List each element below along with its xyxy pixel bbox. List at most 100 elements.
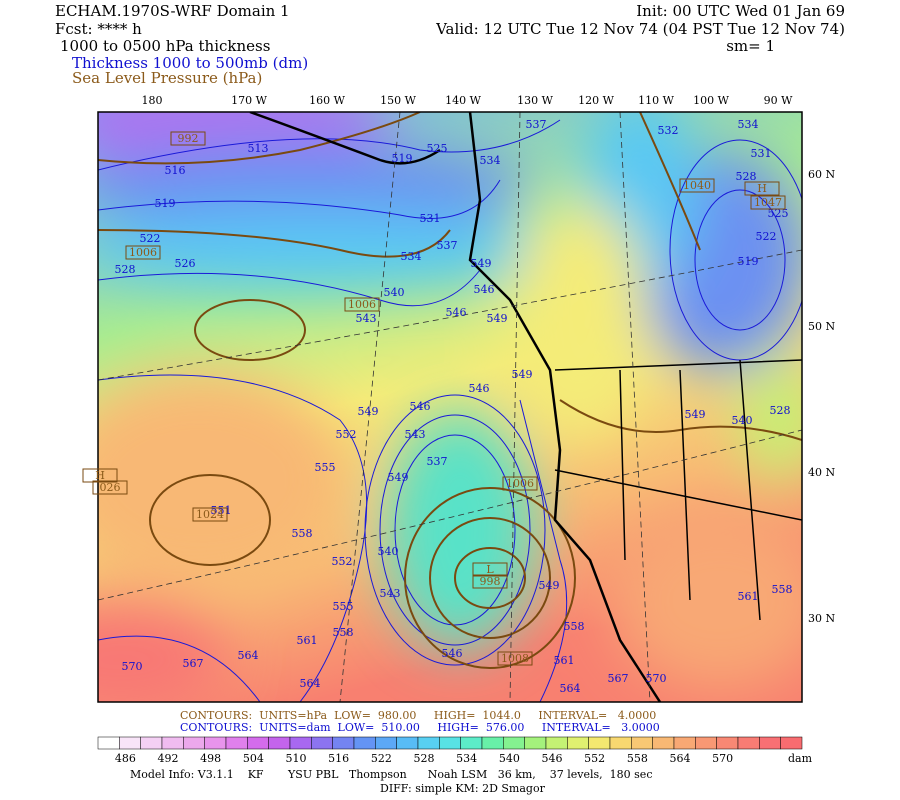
colorbar-box <box>225 736 248 750</box>
colorbar-box <box>247 736 269 750</box>
thickness-label: 561 <box>738 590 759 603</box>
colorbar-label: 522 <box>371 752 392 765</box>
pressure-box <box>472 562 508 577</box>
thickness-label: 540 <box>384 286 405 299</box>
thickness-label: 528 <box>115 263 136 276</box>
colorbar-label: 504 <box>243 752 264 765</box>
pressure-box <box>82 468 118 483</box>
colorbar-box <box>759 736 781 750</box>
legend-pressure: Sea Level Pressure (hPa) <box>72 69 262 87</box>
thickness-label: 552 <box>332 555 353 568</box>
pressure-label: 992 <box>178 132 199 145</box>
pressure-label: 026 <box>100 481 121 494</box>
pressure-box <box>497 651 533 666</box>
thickness-label: 528 <box>770 404 791 417</box>
thickness-label: 549 <box>539 579 560 592</box>
colorbar-box <box>396 736 419 750</box>
colorbar-box <box>439 736 461 750</box>
thickness-label: 540 <box>378 545 399 558</box>
lon-label: 150 W <box>380 94 416 107</box>
lat-label: 40 N <box>808 466 835 479</box>
colorbar-box <box>417 736 440 750</box>
pressure-box <box>744 181 780 196</box>
thickness-label: 543 <box>405 428 426 441</box>
thickness-label: 558 <box>292 527 313 540</box>
thickness-label: 551 <box>211 504 232 517</box>
colorbar-box <box>503 736 525 750</box>
pressure-label: 998 <box>480 575 501 588</box>
thickness-label: 549 <box>512 368 533 381</box>
thickness-label: 549 <box>471 257 492 270</box>
thickness-label: 546 <box>442 647 463 660</box>
lon-label: 140 W <box>445 94 481 107</box>
valid-time: Valid: 12 UTC Tue 12 Nov 74 (04 PST Tue … <box>435 20 845 38</box>
map-area <box>98 112 802 702</box>
thickness-label: 540 <box>732 414 753 427</box>
thickness-label: 567 <box>608 672 629 685</box>
pressure-box <box>92 480 128 495</box>
colorbar-label: 492 <box>158 752 179 765</box>
colorbar-box <box>332 736 355 750</box>
colorbar-box <box>375 736 397 750</box>
thickness-label: 549 <box>388 471 409 484</box>
colorbar-box <box>289 736 312 750</box>
colorbar-box <box>716 736 739 750</box>
colorbar-box <box>780 736 803 750</box>
lat-label: 60 N <box>808 168 835 181</box>
colorbar-box <box>268 736 291 750</box>
thickness-label: 546 <box>474 283 495 296</box>
colorbar-box <box>567 736 589 750</box>
colorbar-box <box>97 736 120 750</box>
lon-label: 180 <box>142 94 163 107</box>
contours-pressure: CONTOURS: UNITS=hPa LOW= 980.00 HIGH= 10… <box>180 709 656 722</box>
pressure-label: 1006 <box>506 477 534 490</box>
lat-label: 50 N <box>808 320 835 333</box>
pressure-box <box>192 507 228 522</box>
thickness-label: 558 <box>564 620 585 633</box>
thickness-label: 525 <box>768 207 789 220</box>
pressure-box <box>502 476 538 491</box>
thickness-label: 546 <box>469 382 490 395</box>
pressure-label: H <box>757 182 767 195</box>
thickness-label: 526 <box>175 257 196 270</box>
pressure-box <box>679 178 715 193</box>
thickness-label: 570 <box>646 672 667 685</box>
colorbar-box <box>119 736 141 750</box>
lon-label: 90 W <box>764 94 793 107</box>
thickness-label: 558 <box>772 583 793 596</box>
colorbar-label: 552 <box>584 752 605 765</box>
model-info: Model Info: V3.1.1 KF YSU PBL Thompson N… <box>130 768 652 781</box>
colorbar-box <box>737 736 760 750</box>
colorbar-box <box>161 736 184 750</box>
lon-label: 110 W <box>638 94 674 107</box>
legend-thickness: Thickness 1000 to 500mb (dm) <box>72 54 308 72</box>
colorbar-box <box>524 736 547 750</box>
thickness-label: 549 <box>685 408 706 421</box>
thickness-label: 522 <box>140 232 161 245</box>
thickness-label: 546 <box>410 400 431 413</box>
pressure-box <box>170 131 206 146</box>
pressure-label: 1047 <box>754 196 782 209</box>
init-time: Init: 00 UTC Wed 01 Jan 69 <box>636 2 845 20</box>
thickness-label: 564 <box>300 677 321 690</box>
colorbar-label: 546 <box>542 752 563 765</box>
colorbar-label: 570 <box>712 752 733 765</box>
lon-label: 120 W <box>578 94 614 107</box>
thickness-label: 516 <box>165 164 186 177</box>
thickness-label: 543 <box>356 312 377 325</box>
thickness-label: 534 <box>738 118 759 131</box>
colorbar-label: 510 <box>286 752 307 765</box>
colorbar-label: 534 <box>456 752 477 765</box>
thickness-label: 528 <box>736 170 757 183</box>
colorbar-box <box>609 736 632 750</box>
lon-label: 170 W <box>231 94 267 107</box>
thickness-label: 549 <box>487 312 508 325</box>
thickness-label: 555 <box>333 600 354 613</box>
thickness-label: 570 <box>122 660 143 673</box>
thickness-label: 532 <box>658 124 679 137</box>
thickness-label: 567 <box>183 657 204 670</box>
pressure-box <box>344 297 380 312</box>
forecast: Fcst: **** h <box>55 20 142 38</box>
thickness-label: 537 <box>437 239 458 252</box>
